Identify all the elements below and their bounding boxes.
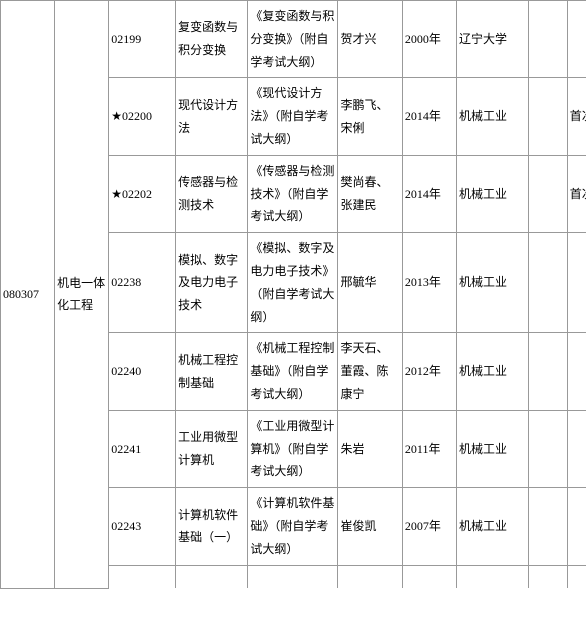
course-name-cell: 计算机软件基础（一） (176, 488, 248, 565)
note-cell (567, 333, 586, 410)
author-cell: 朱岩 (338, 410, 402, 487)
note-cell (567, 1, 586, 78)
author-cell: 邢毓华 (338, 233, 402, 333)
partial-cell (248, 565, 338, 588)
table-viewport: 080307机电一体化工程02199复变函数与积分变换《复变函数与积分变换》（附… (0, 0, 586, 589)
year-cell: 2011年 (402, 410, 456, 487)
partial-cell (529, 565, 568, 588)
partial-cell (567, 565, 586, 588)
major-name-cell: 机电一体化工程 (55, 1, 109, 589)
course-code-cell: 02241 (109, 410, 176, 487)
partial-cell (456, 565, 528, 588)
author-cell: 李鹏飞、宋俐 (338, 78, 402, 155)
course-name-cell: 现代设计方法 (176, 78, 248, 155)
course-code-cell: 02238 (109, 233, 176, 333)
textbook-cell: 《传感器与检测技术》（附自学考试大纲） (248, 155, 338, 232)
course-code-cell: 02240 (109, 333, 176, 410)
course-code-cell: ★02202 (109, 155, 176, 232)
blank-cell (529, 333, 568, 410)
course-name-cell: 复变函数与积分变换 (176, 1, 248, 78)
blank-cell (529, 1, 568, 78)
note-cell: 首次启用 (567, 155, 586, 232)
blank-cell (529, 233, 568, 333)
year-cell: 2007年 (402, 488, 456, 565)
textbook-cell: 《计算机软件基础》（附自学考试大纲） (248, 488, 338, 565)
course-name-cell: 传感器与检测技术 (176, 155, 248, 232)
partial-cell (402, 565, 456, 588)
publisher-cell: 机械工业 (456, 333, 528, 410)
blank-cell (529, 155, 568, 232)
note-cell: 首次启用 (567, 78, 586, 155)
note-cell (567, 488, 586, 565)
author-cell: 樊尚春、张建民 (338, 155, 402, 232)
author-cell: 贺才兴 (338, 1, 402, 78)
publisher-cell: 辽宁大学 (456, 1, 528, 78)
course-code-cell: 02199 (109, 1, 176, 78)
blank-cell (529, 78, 568, 155)
partial-cell (176, 565, 248, 588)
partial-cell (338, 565, 402, 588)
course-code-cell: ★02200 (109, 78, 176, 155)
year-cell: 2012年 (402, 333, 456, 410)
publisher-cell: 机械工业 (456, 410, 528, 487)
author-cell: 崔俊凯 (338, 488, 402, 565)
course-name-cell: 机械工程控制基础 (176, 333, 248, 410)
note-cell (567, 233, 586, 333)
major-code-cell: 080307 (1, 1, 55, 589)
blank-cell (529, 410, 568, 487)
course-code-cell: 02243 (109, 488, 176, 565)
table-row: 080307机电一体化工程02199复变函数与积分变换《复变函数与积分变换》（附… (1, 1, 586, 78)
publisher-cell: 机械工业 (456, 488, 528, 565)
year-cell: 2014年 (402, 155, 456, 232)
year-cell: 2014年 (402, 78, 456, 155)
course-name-cell: 模拟、数字及电力电子技术 (176, 233, 248, 333)
textbook-cell: 《机械工程控制基础》（附自学考试大纲） (248, 333, 338, 410)
course-table: 080307机电一体化工程02199复变函数与积分变换《复变函数与积分变换》（附… (0, 0, 586, 589)
course-name-cell: 工业用微型计算机 (176, 410, 248, 487)
publisher-cell: 机械工业 (456, 233, 528, 333)
textbook-cell: 《工业用微型计算机》（附自学考试大纲） (248, 410, 338, 487)
publisher-cell: 机械工业 (456, 155, 528, 232)
year-cell: 2000年 (402, 1, 456, 78)
textbook-cell: 《复变函数与积分变换》（附自学考试大纲） (248, 1, 338, 78)
textbook-cell: 《现代设计方法》（附自学考试大纲） (248, 78, 338, 155)
note-cell (567, 410, 586, 487)
partial-cell (109, 565, 176, 588)
textbook-cell: 《模拟、数字及电力电子技术》（附自学考试大纲） (248, 233, 338, 333)
publisher-cell: 机械工业 (456, 78, 528, 155)
blank-cell (529, 488, 568, 565)
year-cell: 2013年 (402, 233, 456, 333)
author-cell: 李天石、董霞、陈康宁 (338, 333, 402, 410)
